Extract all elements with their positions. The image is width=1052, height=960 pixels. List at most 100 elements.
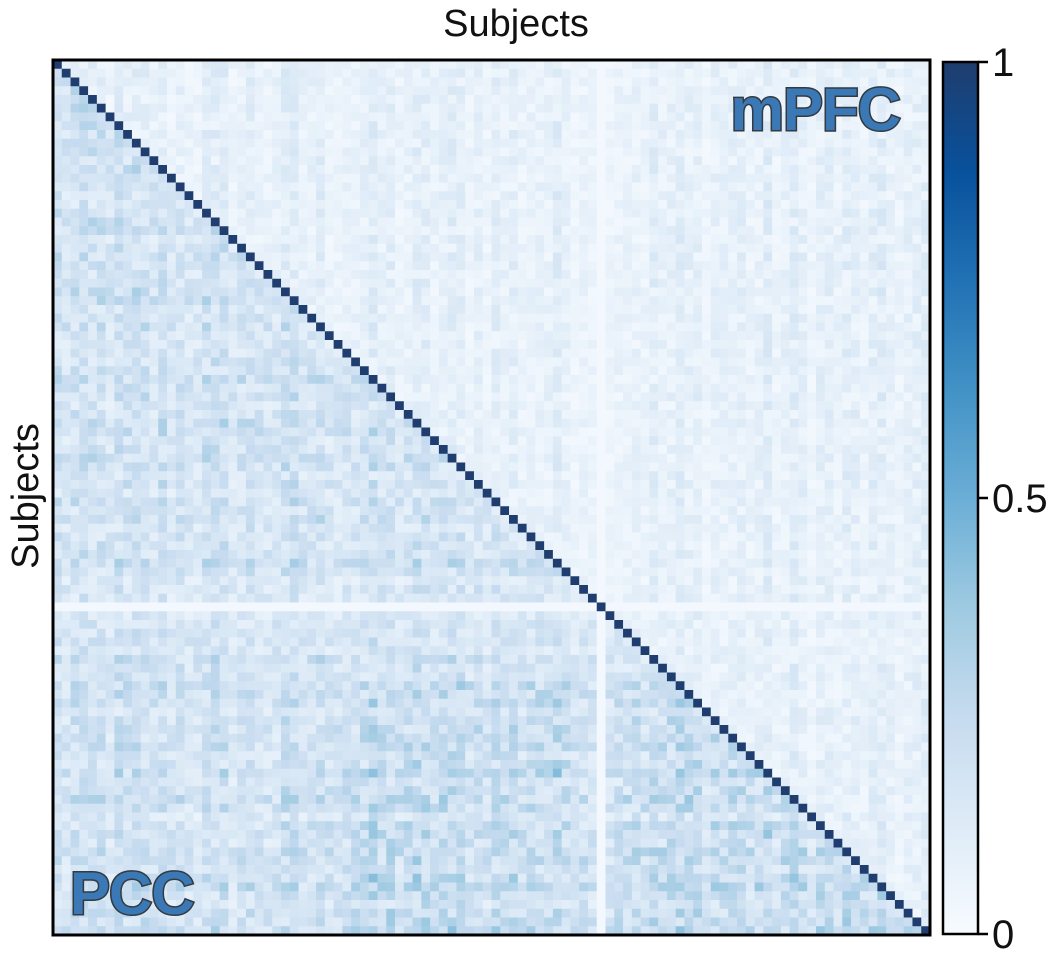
heatmap-cell (859, 305, 870, 315)
heatmap-cell (421, 217, 431, 227)
heatmap-cell (605, 191, 615, 201)
heatmap-cell (298, 418, 308, 428)
heatmap-cell (167, 383, 177, 393)
heatmap-cell (614, 103, 624, 113)
heatmap-cell (61, 191, 71, 201)
heatmap-cell (245, 235, 256, 245)
heatmap-cell (491, 95, 501, 105)
heatmap-cell (623, 138, 633, 148)
heatmap-cell (228, 121, 238, 131)
heatmap-cell (815, 340, 826, 350)
heatmap-cell (158, 208, 168, 218)
heatmap-cell (579, 383, 589, 393)
heatmap-cell (894, 453, 905, 463)
heatmap-cell (96, 86, 107, 96)
heatmap-cell (333, 480, 343, 490)
heatmap-cell (561, 453, 571, 463)
heatmap-cell (158, 103, 168, 113)
heatmap-cell (824, 348, 834, 358)
heatmap-cell (61, 436, 71, 446)
heatmap-cell (131, 156, 142, 166)
heatmap-cell (623, 313, 633, 323)
heatmap-cell (281, 305, 291, 315)
heatmap-cell (807, 173, 817, 183)
heatmap-cell (710, 366, 720, 376)
heatmap-cell (465, 243, 475, 253)
heatmap-cell (824, 77, 834, 87)
heatmap-cell (219, 331, 229, 341)
heatmap-cell (623, 322, 633, 332)
heatmap-cell (772, 357, 782, 367)
heatmap-cell (815, 462, 826, 472)
heatmap-cell (798, 77, 808, 87)
heatmap-cell (737, 182, 747, 192)
heatmap-cell (79, 270, 89, 280)
heatmap-cell (780, 305, 791, 315)
heatmap-cell (281, 156, 291, 166)
heatmap-cell (693, 252, 703, 262)
heatmap-cell (526, 278, 536, 288)
heatmap-cell (193, 147, 203, 157)
heatmap-cell (570, 77, 580, 87)
heatmap-cell (272, 86, 282, 96)
heatmap-cell (903, 130, 913, 140)
heatmap-cell (316, 270, 326, 280)
heatmap-cell (307, 200, 317, 210)
heatmap-cell (745, 480, 755, 490)
heatmap-cell (123, 453, 133, 463)
heatmap-cell (754, 270, 764, 280)
heatmap-cell (298, 270, 308, 280)
heatmap-cell (316, 453, 326, 463)
heatmap-cell (149, 401, 159, 411)
heatmap-cell (421, 401, 431, 411)
heatmap-cell (526, 121, 536, 131)
heatmap-cell (815, 313, 826, 323)
heatmap-cell (272, 348, 282, 358)
heatmap-cell (245, 453, 256, 463)
heatmap-cell (570, 121, 580, 131)
heatmap-cell (114, 138, 124, 148)
heatmap-cell (587, 182, 598, 192)
heatmap-cell (114, 165, 124, 175)
heatmap-cell (903, 331, 913, 341)
heatmap-cell (701, 103, 712, 113)
heatmap-cell (535, 488, 545, 498)
heatmap-cell (333, 208, 343, 218)
heatmap-cell (587, 121, 598, 131)
heatmap-cell (491, 462, 501, 472)
heatmap-cell (903, 313, 913, 323)
heatmap-cell (342, 182, 352, 192)
heatmap-cell (789, 357, 799, 367)
heatmap-cell (877, 383, 887, 393)
heatmap-cell (789, 445, 799, 455)
heatmap-cell (359, 95, 370, 105)
heatmap-cell (79, 471, 89, 481)
heatmap-cell (877, 340, 887, 350)
heatmap-cell (807, 200, 817, 210)
heatmap-cell (842, 60, 852, 70)
heatmap-cell (123, 147, 133, 157)
heatmap-cell (237, 296, 247, 306)
heatmap-cell (851, 488, 861, 498)
heatmap-cell (219, 313, 229, 323)
heatmap-cell (281, 418, 291, 428)
heatmap-cell (894, 226, 905, 236)
heatmap-cell (719, 261, 729, 271)
heatmap-cell (552, 410, 563, 420)
heatmap-cell (237, 191, 247, 201)
heatmap-cell (544, 462, 554, 472)
heatmap-cell (149, 418, 159, 428)
heatmap-cell (412, 287, 422, 297)
heatmap-cell (263, 243, 273, 253)
heatmap-cell (789, 383, 799, 393)
heatmap-cell (509, 191, 519, 201)
heatmap-cell (552, 121, 563, 131)
heatmap-cell (167, 410, 177, 420)
heatmap-cell (263, 436, 273, 446)
heatmap-cell (482, 331, 492, 341)
heatmap-cell (886, 261, 896, 271)
heatmap-cell (921, 383, 931, 393)
heatmap-cell (123, 401, 133, 411)
heatmap-cell (289, 208, 299, 218)
heatmap-cell (96, 103, 107, 113)
